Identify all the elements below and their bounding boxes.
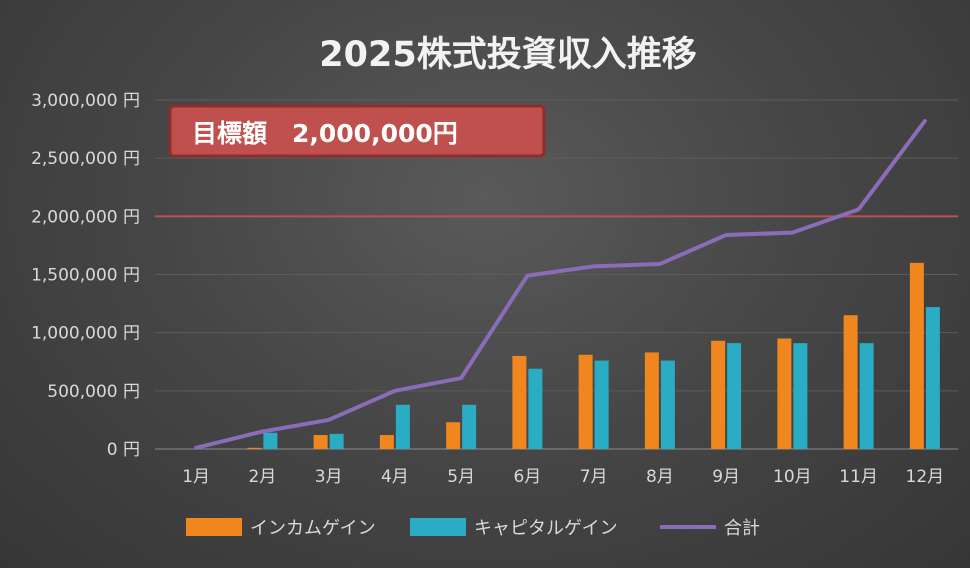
- x-tick-label: 5月: [447, 467, 475, 487]
- bar-capital-3: [329, 433, 344, 449]
- target-label: 目標額 2,000,000円: [192, 119, 458, 148]
- bar-income-6: [512, 355, 527, 449]
- y-tick-label: 500,000 円: [47, 382, 140, 402]
- legend-label: キャピタルゲイン: [474, 518, 618, 539]
- bar-income-4: [379, 435, 394, 449]
- x-tick-label: 4月: [381, 467, 409, 487]
- legend-swatch: [186, 518, 242, 536]
- bar-capital-7: [594, 360, 609, 449]
- bar-capital-2: [263, 432, 278, 449]
- bar-income-2: [247, 447, 262, 449]
- x-tick-label: 7月: [580, 467, 608, 487]
- bar-capital-6: [528, 368, 543, 449]
- bar-capital-8: [660, 360, 675, 449]
- x-axis: 1月 2月 3月 4月 5月 6月 7月 8月 9月 10月 11月 12月: [182, 467, 944, 487]
- bar-income-12: [909, 262, 924, 449]
- y-tick-label: 2,000,000 円: [31, 207, 140, 227]
- bar-capital-12: [925, 307, 940, 449]
- x-tick-label: 1月: [182, 467, 210, 487]
- bar-income-9: [711, 340, 726, 449]
- legend-label: インカムゲイン: [250, 518, 376, 539]
- target-label-box: [168, 104, 546, 158]
- bar-capital-4: [395, 404, 410, 449]
- total-line-group: [194, 118, 927, 450]
- y-tick-label: 1,000,000 円: [31, 324, 140, 344]
- x-tick-label: 6月: [513, 467, 541, 487]
- x-tick-label: 9月: [712, 467, 740, 487]
- bar-income-8: [644, 352, 659, 449]
- bars: [247, 262, 940, 449]
- bar-capital-10: [793, 343, 808, 449]
- x-tick-label: 8月: [646, 467, 674, 487]
- x-tick-label: 3月: [315, 467, 343, 487]
- bar-capital-5: [462, 404, 477, 449]
- bar-income-7: [578, 354, 593, 449]
- bar-income-11: [843, 315, 858, 449]
- y-tick-label: 2,500,000 円: [31, 149, 140, 169]
- x-tick-label: 10月: [773, 467, 812, 487]
- x-tick-label: 11月: [839, 467, 878, 487]
- bar-capital-9: [727, 343, 742, 449]
- target-line-group: 目標額 2,000,000円: [155, 104, 958, 218]
- total-line: [194, 118, 927, 450]
- bar-income-3: [313, 435, 328, 449]
- chart-title: 2025株式投資収入推移: [319, 35, 696, 75]
- y-tick-label: 1,500,000 円: [31, 266, 140, 286]
- legend: インカムゲイン キャピタルゲイン 合計: [186, 518, 760, 539]
- y-axis: 0 円 500,000 円 1,000,000 円 1,500,000 円 2,000,…: [31, 91, 140, 460]
- legend-label: 合計: [724, 518, 760, 539]
- y-tick-label: 3,000,000 円: [31, 91, 140, 111]
- bar-income-5: [446, 422, 461, 449]
- legend-swatch: [410, 518, 466, 536]
- y-tick-label: 0 円: [107, 440, 140, 460]
- x-tick-label: 12月: [906, 467, 945, 487]
- bar-capital-11: [859, 343, 874, 449]
- x-tick-label: 2月: [248, 467, 276, 487]
- bar-income-10: [777, 338, 792, 449]
